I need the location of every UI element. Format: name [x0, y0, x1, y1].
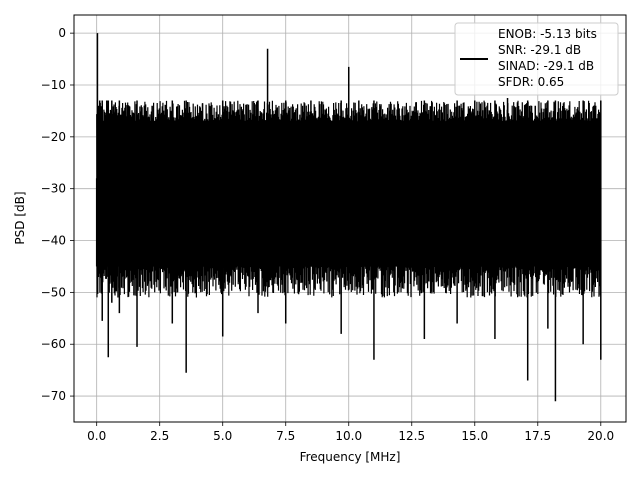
y-axis-label: PSD [dB]: [13, 191, 27, 244]
plot-area: [95, 33, 602, 402]
x-tick-label: 10.0: [335, 429, 362, 443]
legend-enob: ENOB: -5.13 bits: [498, 27, 597, 41]
axes-frame: [73, 14, 627, 423]
legend-sfdr: SFDR: 0.65: [498, 75, 564, 89]
x-tick-label: 7.5: [276, 429, 295, 443]
legend-snr: SNR: -29.1 dB: [498, 43, 581, 57]
x-axis-label: Frequency [MHz]: [300, 450, 401, 464]
y-tick-label: −70: [41, 389, 66, 403]
legend-sinad: SINAD: -29.1 dB: [498, 59, 594, 73]
legend: ENOB: -5.13 bits SNR: -29.1 dB SINAD: -2…: [454, 22, 619, 96]
x-axis-ticks: 0.0 2.5 5.0 7.5 10.0 12.5 15.0 17.5 20.0: [87, 422, 614, 443]
y-tick-label: −60: [41, 337, 66, 351]
y-tick-label: 0: [58, 26, 66, 40]
y-axis-ticks: 0 −10 −20 −30 −40 −50 −60 −70: [41, 26, 74, 403]
y-tick-label: −40: [41, 234, 66, 248]
y-tick-label: −10: [41, 78, 66, 92]
y-tick-label: −50: [41, 285, 66, 299]
x-tick-label: 20.0: [587, 429, 614, 443]
legend-box: [454, 22, 619, 96]
x-tick-label: 12.5: [398, 429, 425, 443]
x-tick-label: 2.5: [150, 429, 169, 443]
y-tick-label: −30: [41, 182, 66, 196]
x-tick-label: 5.0: [213, 429, 232, 443]
x-tick-label: 15.0: [461, 429, 488, 443]
x-tick-label: 17.5: [524, 429, 551, 443]
x-tick-label: 0.0: [87, 429, 106, 443]
psd-series: [95, 33, 602, 402]
y-tick-label: −20: [41, 130, 66, 144]
